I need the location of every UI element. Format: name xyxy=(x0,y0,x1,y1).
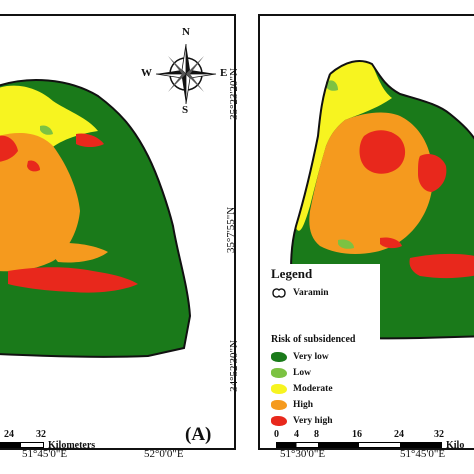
latitude-label: 35°23'20"N xyxy=(227,68,240,120)
latitude-label: 34°52'30"N xyxy=(227,340,240,392)
legend-item-very-high: Very high xyxy=(271,414,333,428)
compass-s: S xyxy=(182,104,189,116)
zone-low xyxy=(40,125,53,135)
zone-very-high xyxy=(418,154,447,192)
swatch-low xyxy=(271,368,287,378)
zone-high xyxy=(0,133,80,272)
scale-unit: Kilo xyxy=(446,440,465,450)
swatch-very-low xyxy=(271,352,287,362)
longitude-label: 51°45'0"E xyxy=(22,448,68,460)
zone-very-high xyxy=(380,237,402,249)
legend-item-low: Low xyxy=(271,366,311,380)
legend-item-moderate: Moderate xyxy=(271,382,333,396)
latitude-label: 35°7'55"N xyxy=(225,206,238,254)
panel-letter: (A) xyxy=(182,424,215,446)
scale-tick: 4 xyxy=(294,429,299,440)
zone-very-high xyxy=(409,253,474,279)
longitude-label: 51°30'0"E xyxy=(280,448,326,460)
legend-label: Very high xyxy=(293,416,333,426)
legend-boundary-item: Varamin xyxy=(271,286,329,300)
zone-low xyxy=(326,80,338,91)
scale-bar xyxy=(276,442,442,448)
legend-item-high: High xyxy=(271,398,313,412)
legend-title: Legend xyxy=(271,266,313,281)
risk-map-a xyxy=(0,79,192,358)
compass-e: E xyxy=(220,67,228,79)
legend: Legend Varamin Risk of subsidenced Very … xyxy=(268,264,380,434)
scale-tick: 0 xyxy=(274,429,279,440)
swatch-moderate xyxy=(271,384,287,394)
zone-very-high xyxy=(76,133,104,147)
compass-n: N xyxy=(182,26,190,38)
longitude-label: 51°45'0"E xyxy=(400,448,446,460)
zone-high xyxy=(43,242,108,263)
zone-very-high xyxy=(8,267,138,293)
zone-low xyxy=(338,239,354,249)
scale-unit: Kilometers xyxy=(48,440,96,450)
scale-tick: 16 xyxy=(352,429,362,440)
zone-very-high xyxy=(359,130,406,174)
scale-tick: 32 xyxy=(36,429,46,440)
legend-label: Moderate xyxy=(293,384,333,394)
map-panel-a: N S E W 24 32 Kilometers (A) xyxy=(0,14,236,450)
boundary-swatch-icon xyxy=(272,288,286,298)
map-panel-b: Legend Varamin Risk of subsidenced Very … xyxy=(258,14,474,450)
legend-label: Very low xyxy=(293,352,329,362)
legend-boundary-label: Varamin xyxy=(293,288,329,298)
swatch-high xyxy=(271,400,287,410)
legend-item-very-low: Very low xyxy=(271,350,329,364)
compass-w: W xyxy=(141,67,152,79)
scale-tick: 8 xyxy=(314,429,319,440)
zone-moderate xyxy=(296,61,392,231)
longitude-label: 52°0'0"E xyxy=(144,448,184,460)
zone-very-high xyxy=(27,160,40,172)
scale-tick: 24 xyxy=(394,429,404,440)
scale-tick: 32 xyxy=(434,429,444,440)
legend-subtitle: Risk of subsidenced xyxy=(271,334,356,345)
compass-rose-icon xyxy=(155,43,217,105)
zone-very-high xyxy=(0,135,18,162)
legend-label: High xyxy=(293,400,314,410)
varamin-boundary xyxy=(0,79,192,358)
legend-label: Low xyxy=(293,368,311,378)
scale-bar xyxy=(0,442,44,448)
swatch-very-high xyxy=(271,416,287,426)
scale-tick: 24 xyxy=(4,429,14,440)
north-arrow: N S E W xyxy=(138,26,234,120)
